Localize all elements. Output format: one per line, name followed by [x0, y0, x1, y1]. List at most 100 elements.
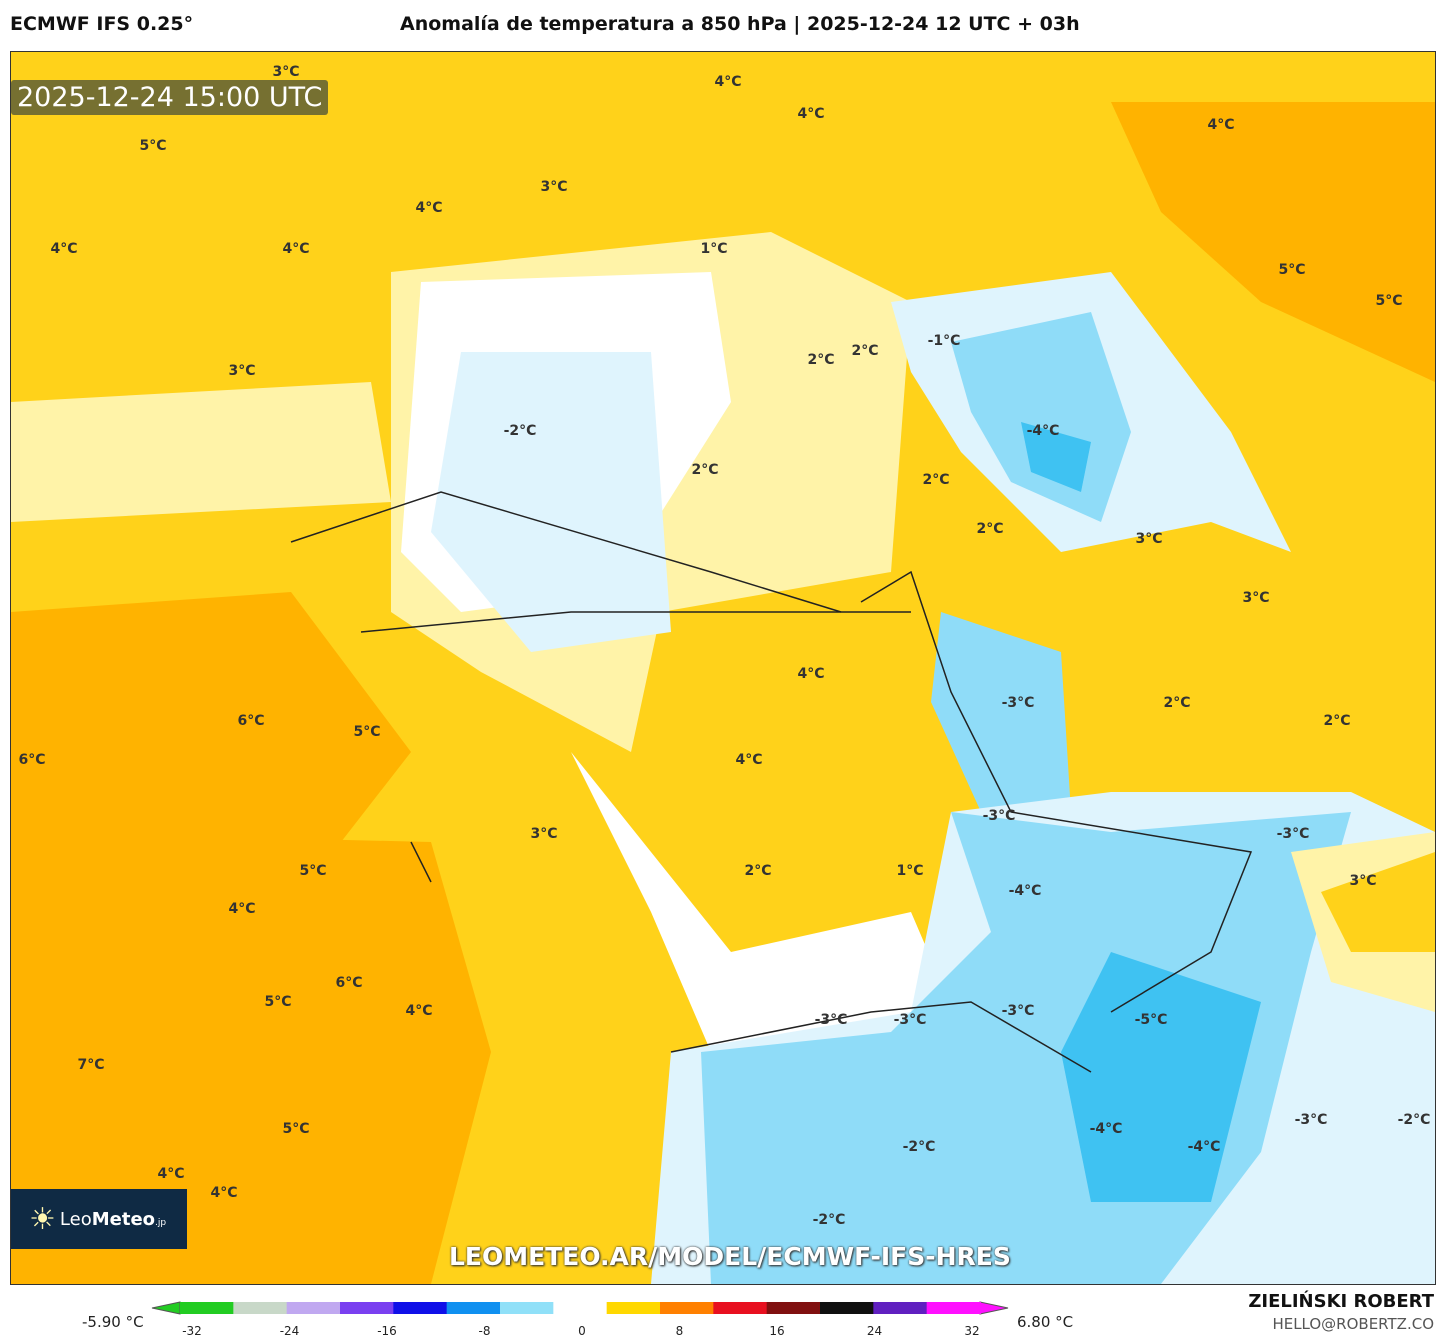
warm-central-asia [1111, 102, 1435, 382]
colorbar-segment [500, 1302, 555, 1314]
contour-label: 2°C [807, 352, 835, 368]
contour-label: 3°C [1135, 531, 1163, 547]
contour-label: 4°C [797, 106, 825, 122]
contour-label: 2°C [1323, 713, 1351, 729]
colorbar-max-label: 6.80 °C [1017, 1313, 1074, 1331]
border-line [860, 570, 1253, 1013]
cold-arabian-sea [1061, 952, 1261, 1202]
contour-label: -2°C [1397, 1112, 1431, 1128]
colorbar-segment [553, 1302, 608, 1314]
contour-label: 2°C [922, 472, 950, 488]
colorbar-segment [446, 1302, 501, 1314]
contour-label: 2°C [851, 343, 879, 359]
contour-label: 2°C [744, 863, 772, 879]
contour-label: 4°C [415, 200, 443, 216]
valid-time-stamp: 2025-12-24 15:00 UTC [11, 80, 329, 115]
neutral-arabia-south [571, 752, 971, 1052]
warm-india [1321, 852, 1435, 952]
border-line [670, 1001, 1092, 1073]
warm-egypt [11, 592, 411, 842]
colorbar-segment [393, 1302, 448, 1314]
colorbar-segment [606, 1302, 661, 1314]
contour-label: -3°C [893, 1012, 927, 1028]
contour-label: 6°C [18, 752, 46, 768]
contour-label: -3°C [1001, 1003, 1035, 1019]
watermark-url: LEOMETEO.AR/MODEL/ECMWF-IFS-HRES [449, 1242, 1011, 1271]
colorbar-segment [873, 1302, 928, 1314]
contour-label: 5°C [299, 863, 327, 879]
contour-label: -2°C [902, 1139, 936, 1155]
colorbar-segment [660, 1302, 715, 1314]
contour-label: 4°C [797, 666, 825, 682]
contour-label: -3°C [1276, 826, 1310, 842]
colorbar-segment [286, 1302, 341, 1314]
colorbar-segment [820, 1302, 875, 1314]
colorbar-tick-label: 32 [964, 1324, 980, 1338]
colorbar-segment [233, 1302, 288, 1314]
cool-iran [951, 312, 1131, 522]
border-line [410, 841, 432, 883]
colorbar-segment [340, 1302, 395, 1314]
contour-label: -4°C [1026, 423, 1060, 439]
model-name: ECMWF IFS 0.25° [10, 13, 194, 35]
contour-label: 4°C [735, 752, 763, 768]
contour-label: 5°C [264, 994, 292, 1010]
contour-label: 4°C [50, 241, 78, 257]
light-levant [11, 382, 391, 522]
colorbar [151, 1301, 1009, 1315]
leometeo-logo: ☀ Leo Meteo .jp [11, 1189, 187, 1249]
contour-label: 5°C [1278, 262, 1306, 278]
contour-label: -3°C [1001, 695, 1035, 711]
colorbar-tick-label: 24 [866, 1324, 883, 1338]
colorbar-tick-label: -32 [182, 1324, 202, 1338]
contour-label: 1°C [700, 241, 728, 257]
contour-label: 3°C [1349, 873, 1377, 889]
contour-label: -4°C [1187, 1139, 1221, 1155]
contour-label: 3°C [530, 826, 558, 842]
colorbar-extension [979, 1301, 1009, 1315]
contour-label: 3°C [228, 363, 256, 379]
contour-label: 4°C [282, 241, 310, 257]
contour-label: 2°C [1163, 695, 1191, 711]
contour-label: 5°C [282, 1121, 310, 1137]
contour-label: -3°C [1294, 1112, 1328, 1128]
contour-label: 4°C [1207, 117, 1235, 133]
author-email: HELLO@ROBERTZ.CO [1272, 1315, 1434, 1333]
contour-label: 4°C [405, 1003, 433, 1019]
contour-label: 5°C [139, 138, 167, 154]
contour-label: 4°C [714, 74, 742, 90]
contour-label: 1°C [896, 863, 924, 879]
author-name: ZIELIŃSKI ROBERT [1248, 1291, 1434, 1312]
cool-syria-desert [431, 352, 671, 652]
colorbar-tick-label: -8 [478, 1324, 491, 1338]
contour-label: 4°C [157, 1166, 185, 1182]
contour-label: 6°C [237, 713, 265, 729]
cool-gulf [931, 612, 1071, 812]
contour-label: 2°C [976, 521, 1004, 537]
colorbar-tick-label: 0 [578, 1324, 586, 1338]
contour-label: -4°C [1089, 1121, 1123, 1137]
map-fields [11, 52, 1435, 1284]
contour-label: 2°C [691, 462, 719, 478]
contour-label: -2°C [812, 1212, 846, 1228]
temperature-anomaly-map[interactable]: 3°C 4°C 4°C 5°C 3°C 4°C 4°C 4°C 4°C 1°C 5°C 5°C -1°C… [10, 51, 1436, 1285]
cold-iran [1021, 422, 1091, 492]
contour-label: 4°C [210, 1185, 238, 1201]
sun-icon: ☀ [29, 1201, 56, 1237]
colorbar-tick-label: 8 [675, 1324, 684, 1338]
contour-label: -3°C [814, 1012, 848, 1028]
contour-label: -1°C [927, 333, 961, 349]
contour-label: 4°C [228, 901, 256, 917]
colorbar-segment [766, 1302, 821, 1314]
contour-label: -5°C [1134, 1012, 1168, 1028]
contour-label: 7°C [77, 1057, 105, 1073]
map-title: Anomalía de temperatura a 850 hPa | 2025… [400, 13, 1080, 35]
contour-label: 5°C [1375, 293, 1403, 309]
contour-label: -4°C [1008, 883, 1042, 899]
colorbar-extension [151, 1301, 181, 1315]
contour-label: 5°C [353, 724, 381, 740]
colorbar-min-label: -5.90 °C [82, 1313, 144, 1331]
colorbar-segment [180, 1302, 235, 1314]
colorbar-tick-label: -16 [377, 1324, 397, 1338]
contour-label: 6°C [335, 975, 363, 991]
